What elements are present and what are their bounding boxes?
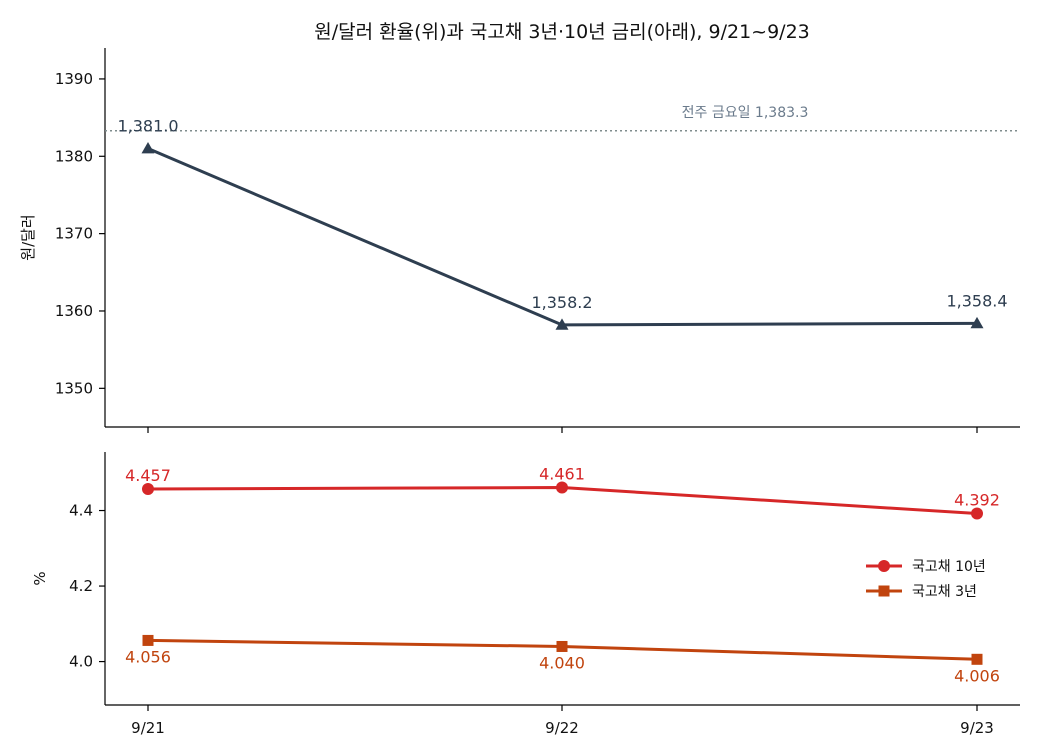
panel-exchange-rate: 1350 1360 1370 1380 1390 원/달러 전주 금요일 1,383.3 1,… bbox=[19, 48, 1020, 433]
rates-y-tick-label: 4.2 bbox=[69, 577, 93, 595]
rates-series-marker-0 bbox=[971, 507, 983, 520]
rates-series-marker-0 bbox=[556, 481, 568, 494]
legend-label-1: 국고채 3년 bbox=[912, 584, 977, 600]
x-tick-label: 9/22 bbox=[545, 719, 579, 737]
chart-title: 원/달러 환율(위)과 국고채 3년·10년 금리(아래), 9/21~9/23 bbox=[314, 21, 810, 43]
legend-marker-0 bbox=[878, 560, 890, 572]
fx-series-marker-0 bbox=[141, 142, 155, 154]
rates-data-label: 4.392 bbox=[954, 491, 1000, 510]
fx-y-tick-label: 1360 bbox=[55, 302, 93, 320]
rates-series-marker-1 bbox=[142, 634, 154, 646]
rates-series-marker-0 bbox=[142, 483, 154, 496]
fx-data-label: 1,381.0 bbox=[117, 117, 178, 136]
reference-label: 전주 금요일 1,383.3 bbox=[682, 105, 809, 121]
fx-y-axis-title: 원/달러 bbox=[19, 214, 37, 260]
fx-y-tick-label: 1350 bbox=[55, 379, 93, 397]
rates-y-tick-label: 4.0 bbox=[69, 653, 93, 671]
rates-series-marker-1 bbox=[556, 640, 568, 652]
fx-y-tick-label: 1390 bbox=[55, 70, 93, 88]
fx-data-label: 1,358.2 bbox=[531, 293, 592, 312]
panel-bond-yields: 4.0 4.2 4.4% 4.457 4.461 4.392 4.056 4.040 4.006 bbox=[31, 452, 1020, 711]
legend-marker-1 bbox=[878, 585, 890, 597]
fx-y-tick-label: 1370 bbox=[55, 225, 93, 243]
rates-data-label: 4.457 bbox=[125, 466, 171, 485]
x-tick-label: 9/23 bbox=[960, 719, 994, 737]
rates-series-marker-1 bbox=[971, 653, 983, 665]
x-tick-label: 9/21 bbox=[131, 719, 165, 737]
x-axis: 9/21 9/22 9/23 bbox=[131, 719, 994, 737]
fx-series-marker-0 bbox=[970, 316, 984, 329]
rates-data-label: 4.461 bbox=[539, 464, 585, 483]
rates-y-tick-label: 4.4 bbox=[69, 502, 93, 520]
rates-y-axis-title: % bbox=[31, 571, 49, 585]
fx-y-tick-label: 1380 bbox=[55, 147, 93, 165]
rates-data-label: 4.006 bbox=[954, 666, 1000, 685]
fx-data-label: 1,358.4 bbox=[946, 291, 1007, 310]
fx-series-marker-0 bbox=[555, 318, 569, 330]
legend-label-0: 국고채 10년 bbox=[912, 559, 986, 575]
rates-data-label: 4.040 bbox=[539, 653, 585, 672]
rates-data-label: 4.056 bbox=[125, 647, 171, 666]
